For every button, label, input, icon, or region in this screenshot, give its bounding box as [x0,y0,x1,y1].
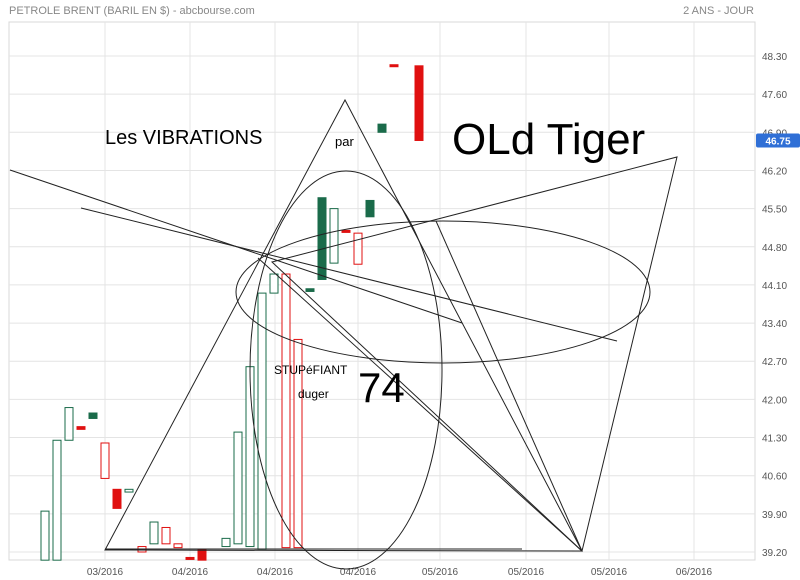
x-tick-label: 06/2016 [676,567,713,578]
candle[interactable] [233,431,243,545]
x-tick-label: 04/2016 [172,567,209,578]
candle[interactable] [341,229,351,233]
annotation-par: par [335,134,354,149]
y-tick-label: 39.20 [762,548,787,559]
large-triangle [104,98,583,552]
y-tick-label: 48.30 [762,52,787,63]
annotation-old-tiger: OLd Tiger [452,115,645,164]
candle[interactable] [52,439,62,561]
candle[interactable] [377,123,387,133]
candle[interactable] [389,64,399,68]
y-tick-label: 41.30 [762,434,787,445]
x-axis: 03/2016 04/2016 04/2016 04/2016 05/2016 … [87,567,713,578]
candle[interactable] [317,197,327,280]
right-triangle [270,156,678,552]
annotation-duger: duger [298,387,329,401]
descending-line-lower [80,207,618,342]
y-tick-label: 46.20 [762,166,787,177]
candlestick-series [40,64,424,561]
plot-area [8,21,756,561]
x-tick-label: 05/2016 [591,567,628,578]
x-tick-label: 05/2016 [508,567,545,578]
annotation-number: 74 [358,364,405,411]
candle[interactable] [88,412,98,419]
candle[interactable] [161,526,171,545]
y-tick-label: 40.60 [762,472,787,483]
candle[interactable] [269,273,279,294]
candle[interactable] [329,208,339,264]
candle[interactable] [305,288,315,292]
horizontal-grid [9,55,755,553]
steep-line [435,220,583,552]
x-tick-label: 05/2016 [422,567,459,578]
candle[interactable] [414,65,424,141]
candle[interactable] [281,273,291,549]
y-tick-label: 42.00 [762,395,787,406]
candle[interactable] [353,232,363,265]
candle[interactable] [64,407,74,441]
y-axis: 48.3047.6046.9046.2045.5044.8044.1043.40… [762,52,787,559]
candle[interactable] [173,543,183,549]
candle[interactable] [124,488,134,493]
candle[interactable] [365,199,375,218]
candle[interactable] [112,488,122,509]
y-tick-label: 42.70 [762,357,787,368]
y-tick-label: 39.90 [762,510,787,521]
candle[interactable] [257,292,267,550]
candle[interactable] [221,537,231,548]
candle[interactable] [197,548,207,561]
last-price-value: 46.75 [765,136,790,147]
fan-line [257,257,583,552]
horizontal-ellipse [235,220,651,364]
x-tick-label: 04/2016 [340,567,377,578]
candle[interactable] [40,510,50,561]
x-tick-label: 04/2016 [257,567,294,578]
vertical-ellipse [249,170,443,570]
candle[interactable] [100,442,110,479]
y-tick-label: 44.10 [762,281,787,292]
candle[interactable] [149,521,159,545]
y-tick-label: 45.50 [762,205,787,216]
candle[interactable] [293,338,303,549]
annotation-stupefiant: STUPéFIANT [274,363,348,377]
x-tick-label: 03/2016 [87,567,124,578]
candle[interactable] [76,426,86,430]
drawing-overlay [9,98,678,570]
y-tick-label: 47.60 [762,90,787,101]
y-tick-label: 43.40 [762,319,787,330]
vertical-grid [104,22,695,560]
annotation-vibrations: Les VIBRATIONS [105,127,262,149]
last-price-badge: 46.75 [756,133,800,148]
y-tick-label: 44.80 [762,243,787,254]
candle[interactable] [245,366,255,548]
period-label[interactable]: 2 ANS - JOUR [683,5,754,17]
candle[interactable] [185,556,195,560]
chart-title: PETROLE BRENT (BARIL EN $) - abcbourse.c… [9,5,255,17]
